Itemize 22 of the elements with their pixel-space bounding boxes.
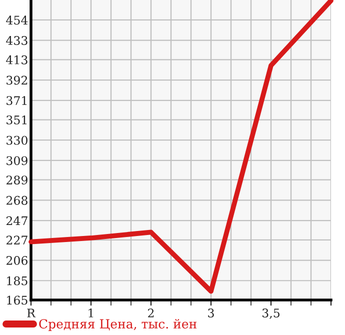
x-tick-label: 1 — [88, 308, 94, 318]
y-tick-label: 351 — [6, 115, 27, 124]
y-tick-label: 309 — [6, 156, 28, 166]
line-series — [28, 0, 334, 294]
y-tick-label: 433 — [6, 36, 28, 45]
x-tick-label: R — [27, 308, 36, 318]
x-tick-label: 3,5 — [262, 308, 280, 319]
y-tick-label: 330 — [6, 136, 28, 145]
y-tick-label: 268 — [6, 196, 28, 205]
y-tick-label: 289 — [6, 176, 28, 184]
x-tick-label: 2 — [148, 308, 154, 318]
y-tick-label: 371 — [6, 96, 27, 106]
y-tick-label: 454 — [6, 16, 28, 25]
x-tick-label: 3 — [208, 308, 214, 318]
y-tick-label: 165 — [7, 296, 28, 305]
y-tick-label: 206 — [6, 256, 28, 265]
y-tick-label: 185 — [7, 276, 28, 286]
legend-label: Средняя Цена, тыс. йен — [39, 319, 196, 331]
y-tick-label: 247 — [6, 216, 28, 226]
y-tick-label: 227 — [6, 236, 28, 244]
y-tick-label: 413 — [6, 55, 28, 64]
y-tick-label: 392 — [6, 76, 28, 85]
